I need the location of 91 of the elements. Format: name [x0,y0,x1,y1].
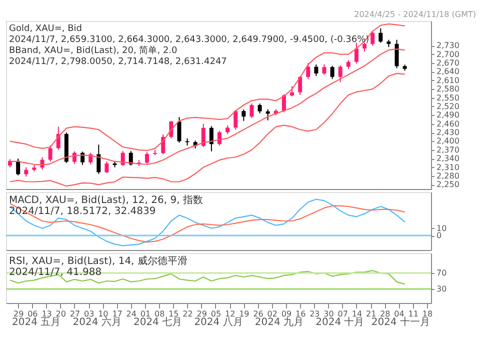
candlestick [354,42,358,64]
candlestick [258,103,262,114]
x-tick-label: 29 [196,310,207,318]
y-tick-label: 2,640 [436,67,460,76]
candlestick [242,108,246,122]
candlestick [298,76,302,96]
x-tick-label: 18 [422,310,433,318]
x-tick-label: 12 [224,310,236,318]
x-tick-label: 30 [324,310,334,318]
y-tick-label: 2,580 [436,84,460,94]
y-tick-label: 2,670 [436,58,460,68]
y-tick-label: 2,730 [436,41,460,50]
chart-title: RSI, XAU=, Bid(Last), 14, 威尔德平滑 [9,255,188,267]
x-tick-label: 04 [394,310,404,318]
annotation: 2024/11/7, 2,798.0050, 2,714.7148, 2,631.4247 [9,57,227,67]
candlestick [314,64,318,77]
x-tick-label: 29 [13,310,24,318]
y-tick-label: 30 [436,284,447,294]
candlestick [104,160,109,174]
candlestick [96,144,101,174]
y-tick-label: 10 [436,224,447,233]
y-tick-label: 2,520 [436,102,460,111]
y-tick-label: 2,400 [436,136,460,146]
candlestick [250,103,254,119]
x-tick-label: 05 [210,310,222,318]
x-tick-label: 09 [281,310,292,318]
candlestick [306,62,310,80]
y-tick-label: 2,250 [436,180,460,190]
y-tick-label: 2,280 [436,171,460,180]
x-tick-label: 19 [239,310,250,318]
text: 2024/4/25 - 2024/11/18 (GMT) [354,10,476,19]
y-tick-label: 2,700 [436,50,460,59]
y-tick-label: 2,460 [436,119,460,128]
chart-title: Gold, XAU=, Bid [9,24,82,34]
x-tick-label: 14 [352,310,362,318]
x-tick-label: 28 [380,310,390,318]
x-tick-label: 24 [126,310,136,318]
text: 2024 六月 [72,316,122,328]
x-tick-label: 20 [56,310,66,318]
x-tick-label: 26 [253,310,264,318]
candlestick [234,109,238,130]
x-tick-label: 27 [70,310,80,318]
candlestick [209,126,214,152]
candlestick [290,86,294,97]
candlestick [394,39,399,69]
candlestick [378,28,383,44]
text: 2024 九月 [254,316,304,328]
y-tick-label: 2,310 [436,162,460,172]
candlestick [330,65,334,80]
y-tick-label: 2,610 [436,76,460,85]
candlestick [338,64,342,83]
candlestick [201,123,206,148]
text: 2024 十一月 [371,316,430,328]
y-tick-label: 0 [436,231,442,240]
candlestick [370,30,375,46]
candlestick [144,152,149,164]
y-tick-label: 2,430 [436,128,460,138]
annotation: BBand, XAU=, Bid(Last), 20, 简单, 2.0 [9,45,178,56]
x-tick-label: 06 [28,310,38,318]
candlestick [48,144,52,162]
y-tick-label: 2,550 [436,93,460,102]
candlestick [322,64,326,76]
x-tick-label: 01 [140,310,151,318]
x-tick-label: 23 [310,310,320,318]
x-tick-label: 13 [42,310,52,318]
x-tick-label: 03 [84,310,94,318]
x-tick-label: 22 [182,310,193,318]
chart-title: MACD, XAU=, Bid(Last), 12, 26, 9, 指数 [9,194,203,206]
y-tick-label: 2,370 [436,145,460,154]
x-tick-label: 21 [366,310,376,318]
x-tick-label: 08 [154,310,165,318]
text: 2024 八月 [194,317,243,328]
x-tick-label: 07 [338,310,348,318]
text: 2024 五月 [12,317,61,328]
x-tick-label: 11 [408,310,418,318]
y-tick-label: 2,340 [436,154,460,164]
x-tick-label: 02 [267,310,278,318]
text: 2024 十月 [316,316,364,328]
text: 2024/11/7, 41.988 [9,267,102,278]
text: 2024 七月 [133,316,182,328]
y-tick-label: 2,490 [436,110,460,120]
x-tick-label: 17 [112,310,122,318]
x-tick-label: 10 [98,310,108,318]
line-series [9,72,406,187]
candlestick [177,116,182,144]
candlestick [128,150,133,166]
x-tick-label: 16 [295,310,306,318]
candlestick [24,166,28,178]
x-tick-label: 15 [168,310,179,318]
candlestick [218,130,222,146]
y-tick-label: 70 [436,268,447,278]
